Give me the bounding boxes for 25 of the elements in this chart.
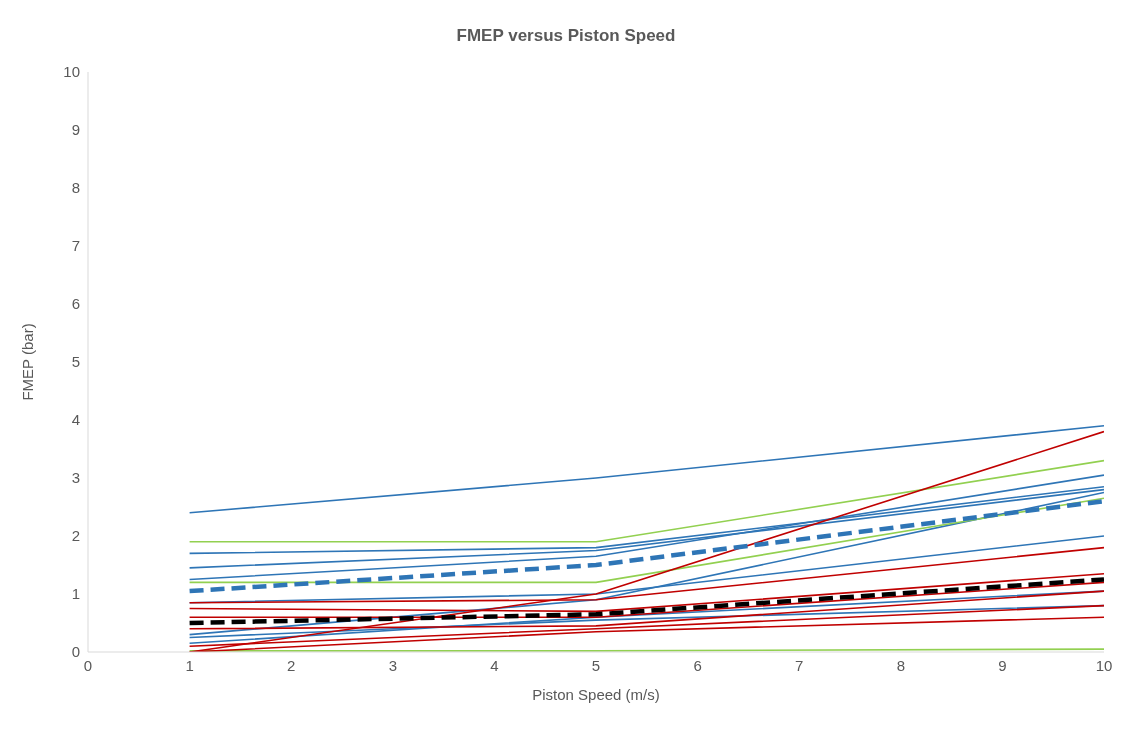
x-tick-label: 1 bbox=[185, 656, 194, 674]
chart-title: FMEP versus Piston Speed bbox=[455, 25, 677, 47]
x-tick-label: 3 bbox=[388, 656, 397, 674]
y-tick-label: 4 bbox=[71, 411, 80, 429]
x-tick-label: 9 bbox=[998, 656, 1007, 674]
y-tick-label: 0 bbox=[71, 643, 80, 661]
x-tick-label: 0 bbox=[83, 656, 93, 674]
y-tick-label: 6 bbox=[71, 295, 80, 313]
x-tick-label: 4 bbox=[490, 656, 499, 674]
y-tick-label: 9 bbox=[71, 121, 80, 139]
y-tick-label: 5 bbox=[71, 353, 80, 371]
x-tick-label: 5 bbox=[591, 656, 601, 674]
x-axis-title: Piston Speed (m/s) bbox=[532, 686, 660, 703]
y-tick-label: 8 bbox=[71, 179, 80, 197]
y-tick-label: 7 bbox=[71, 237, 80, 255]
x-tick-label: 6 bbox=[693, 656, 702, 674]
y-tick-label: 10 bbox=[63, 63, 80, 81]
y-tick-label: 3 bbox=[71, 469, 80, 487]
x-tick-label: 7 bbox=[795, 656, 804, 674]
y-tick-label: 1 bbox=[71, 585, 80, 603]
x-tick-label: 2 bbox=[287, 656, 296, 674]
x-tick-label: 10 bbox=[1095, 656, 1113, 674]
x-tick-label: 8 bbox=[896, 656, 905, 674]
y-axis-title: FMEP (bar) bbox=[19, 323, 37, 401]
y-tick-label: 2 bbox=[71, 527, 80, 545]
